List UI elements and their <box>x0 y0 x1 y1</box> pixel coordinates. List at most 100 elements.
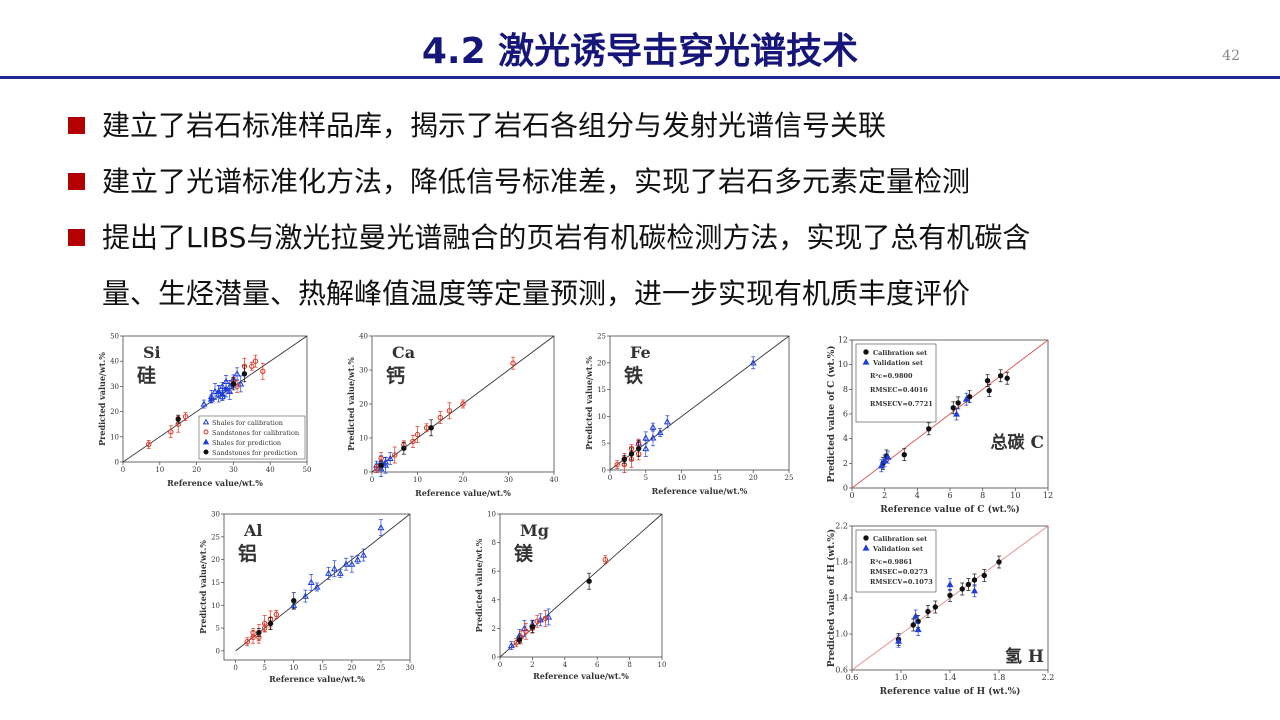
data-point <box>261 620 268 627</box>
x-tick-label: 6 <box>595 661 600 669</box>
x-tick-label: 0 <box>121 466 125 474</box>
element-name: 镁 <box>514 542 533 565</box>
data-point <box>336 569 344 576</box>
data-point <box>895 637 903 644</box>
data-point <box>428 425 434 431</box>
data-point <box>382 461 390 468</box>
data-point <box>203 449 209 455</box>
y-tick-label: 5 <box>216 625 220 633</box>
y-tick-label: 10 <box>597 413 606 421</box>
y-tick-label: 0 <box>492 654 496 662</box>
legend-entry: Calibration set <box>873 349 927 357</box>
y-tick-label: 30 <box>359 367 368 375</box>
x-tick-label: 12 <box>1043 491 1053 500</box>
x-axis-label: Reference value/wt.% <box>167 478 263 488</box>
plot-frame <box>499 513 663 658</box>
y-tick-label: 2 <box>843 459 848 468</box>
x-tick-label: 1.4 <box>944 673 957 682</box>
y-tick-label: 20 <box>211 556 220 564</box>
data-series <box>895 578 978 648</box>
y-tick-label: 8 <box>843 385 848 394</box>
bullet-text: 建立了光谱标准化方法，降低信号标准差，实现了岩石多元素定量检测 <box>102 165 971 198</box>
data-point <box>301 592 309 599</box>
data-point <box>628 451 635 457</box>
x-tick-label: 40 <box>266 466 275 474</box>
data-point <box>249 363 255 369</box>
data-point <box>325 569 333 576</box>
x-tick-label: 30 <box>406 664 415 672</box>
x-axis-label: Reference value/wt.% <box>415 488 511 498</box>
page-number: 42 <box>1222 48 1240 64</box>
data-point <box>256 629 262 636</box>
x-tick-label: 0 <box>608 474 612 482</box>
plot-frame <box>122 335 308 463</box>
data-point <box>244 639 250 645</box>
bullet-marker <box>68 173 85 190</box>
data-series <box>175 365 248 424</box>
data-point <box>602 557 609 563</box>
x-axis-label: Reference value/wt.% <box>533 671 629 681</box>
x-tick-label: 10 <box>1010 491 1020 500</box>
data-point <box>863 535 869 541</box>
data-point <box>348 560 356 567</box>
legend-entry: Calibration set <box>873 535 927 543</box>
y-tick-label: 1.0 <box>835 630 848 639</box>
y-axis-label: Predicted value/wt.% <box>97 352 107 446</box>
scatter-plot: 0.6 1.0 1.4 1.8 2.2 0.6 1.0 1.4 1.8 2.2 Reference … <box>826 522 1054 698</box>
x-tick-label: 6 <box>947 491 952 500</box>
legend-box <box>855 529 937 593</box>
data-point <box>971 577 978 583</box>
data-point <box>642 444 650 452</box>
data-point <box>342 560 350 567</box>
y-tick-label: 20 <box>597 359 606 367</box>
bullet-item: 建立了光谱标准化方法，降低信号标准差，实现了岩石多元素定量检测 <box>68 154 1248 210</box>
y-tick-label: 1.8 <box>835 558 848 567</box>
data-point <box>621 456 628 462</box>
element-symbol: Al <box>243 521 263 540</box>
data-point <box>233 370 241 377</box>
y-axis-label: Predicted value of H (wt.%) <box>826 529 837 667</box>
data-point <box>360 551 367 558</box>
data-point <box>146 441 152 448</box>
data-point <box>291 597 297 604</box>
y-tick-label: 25 <box>211 533 220 541</box>
y-tick-label: 20 <box>359 401 368 409</box>
scatter-plot: 0 2 4 6 8 10 12 0 2 4 6 8 10 12 Reference value of C (… <box>826 336 1053 516</box>
data-point <box>925 608 931 615</box>
data-point <box>175 416 181 422</box>
data-point <box>446 408 453 414</box>
x-tick-label: 20 <box>347 664 356 672</box>
x-tick-label: 20 <box>192 466 201 474</box>
legend-entry: Shales for calibration <box>212 419 283 427</box>
x-tick-label: 5 <box>262 664 266 672</box>
data-point <box>946 580 954 588</box>
y-tick-label: 20 <box>110 408 119 416</box>
data-point <box>510 360 516 366</box>
bullet-text-line1: 提出了LIBS与激光拉曼光谱融合的页岩有机碳检测方法，实现了总有机碳含 <box>102 221 1031 254</box>
element-name: 钙 <box>386 364 405 387</box>
data-point <box>534 618 540 624</box>
data-point <box>542 615 549 622</box>
y-tick-label: 5 <box>602 440 606 448</box>
x-tick-label: 30 <box>229 466 238 474</box>
data-series <box>880 369 1010 470</box>
y-tick-label: 4 <box>843 434 848 443</box>
data-point <box>953 410 961 417</box>
data-point <box>202 418 210 425</box>
data-point <box>507 641 515 649</box>
y-tick-label: 30 <box>211 511 220 519</box>
data-point <box>202 438 210 445</box>
data-point <box>401 445 407 451</box>
data-point <box>966 394 973 400</box>
data-point <box>168 429 174 435</box>
x-tick-label: 10 <box>658 661 667 669</box>
data-point <box>642 434 650 441</box>
legend-entry: Validation set <box>872 359 923 367</box>
y-tick-label: 15 <box>597 386 606 394</box>
data-series <box>635 356 757 457</box>
data-point <box>1004 375 1010 381</box>
chart-fe: 0 5 10 15 20 25 0 5 10 15 20 25 Reference value/wt.%… <box>582 330 797 498</box>
x-tick-label: 10 <box>677 474 686 482</box>
y-tick-label: 1.4 <box>835 594 848 603</box>
plot-frame <box>609 335 790 471</box>
